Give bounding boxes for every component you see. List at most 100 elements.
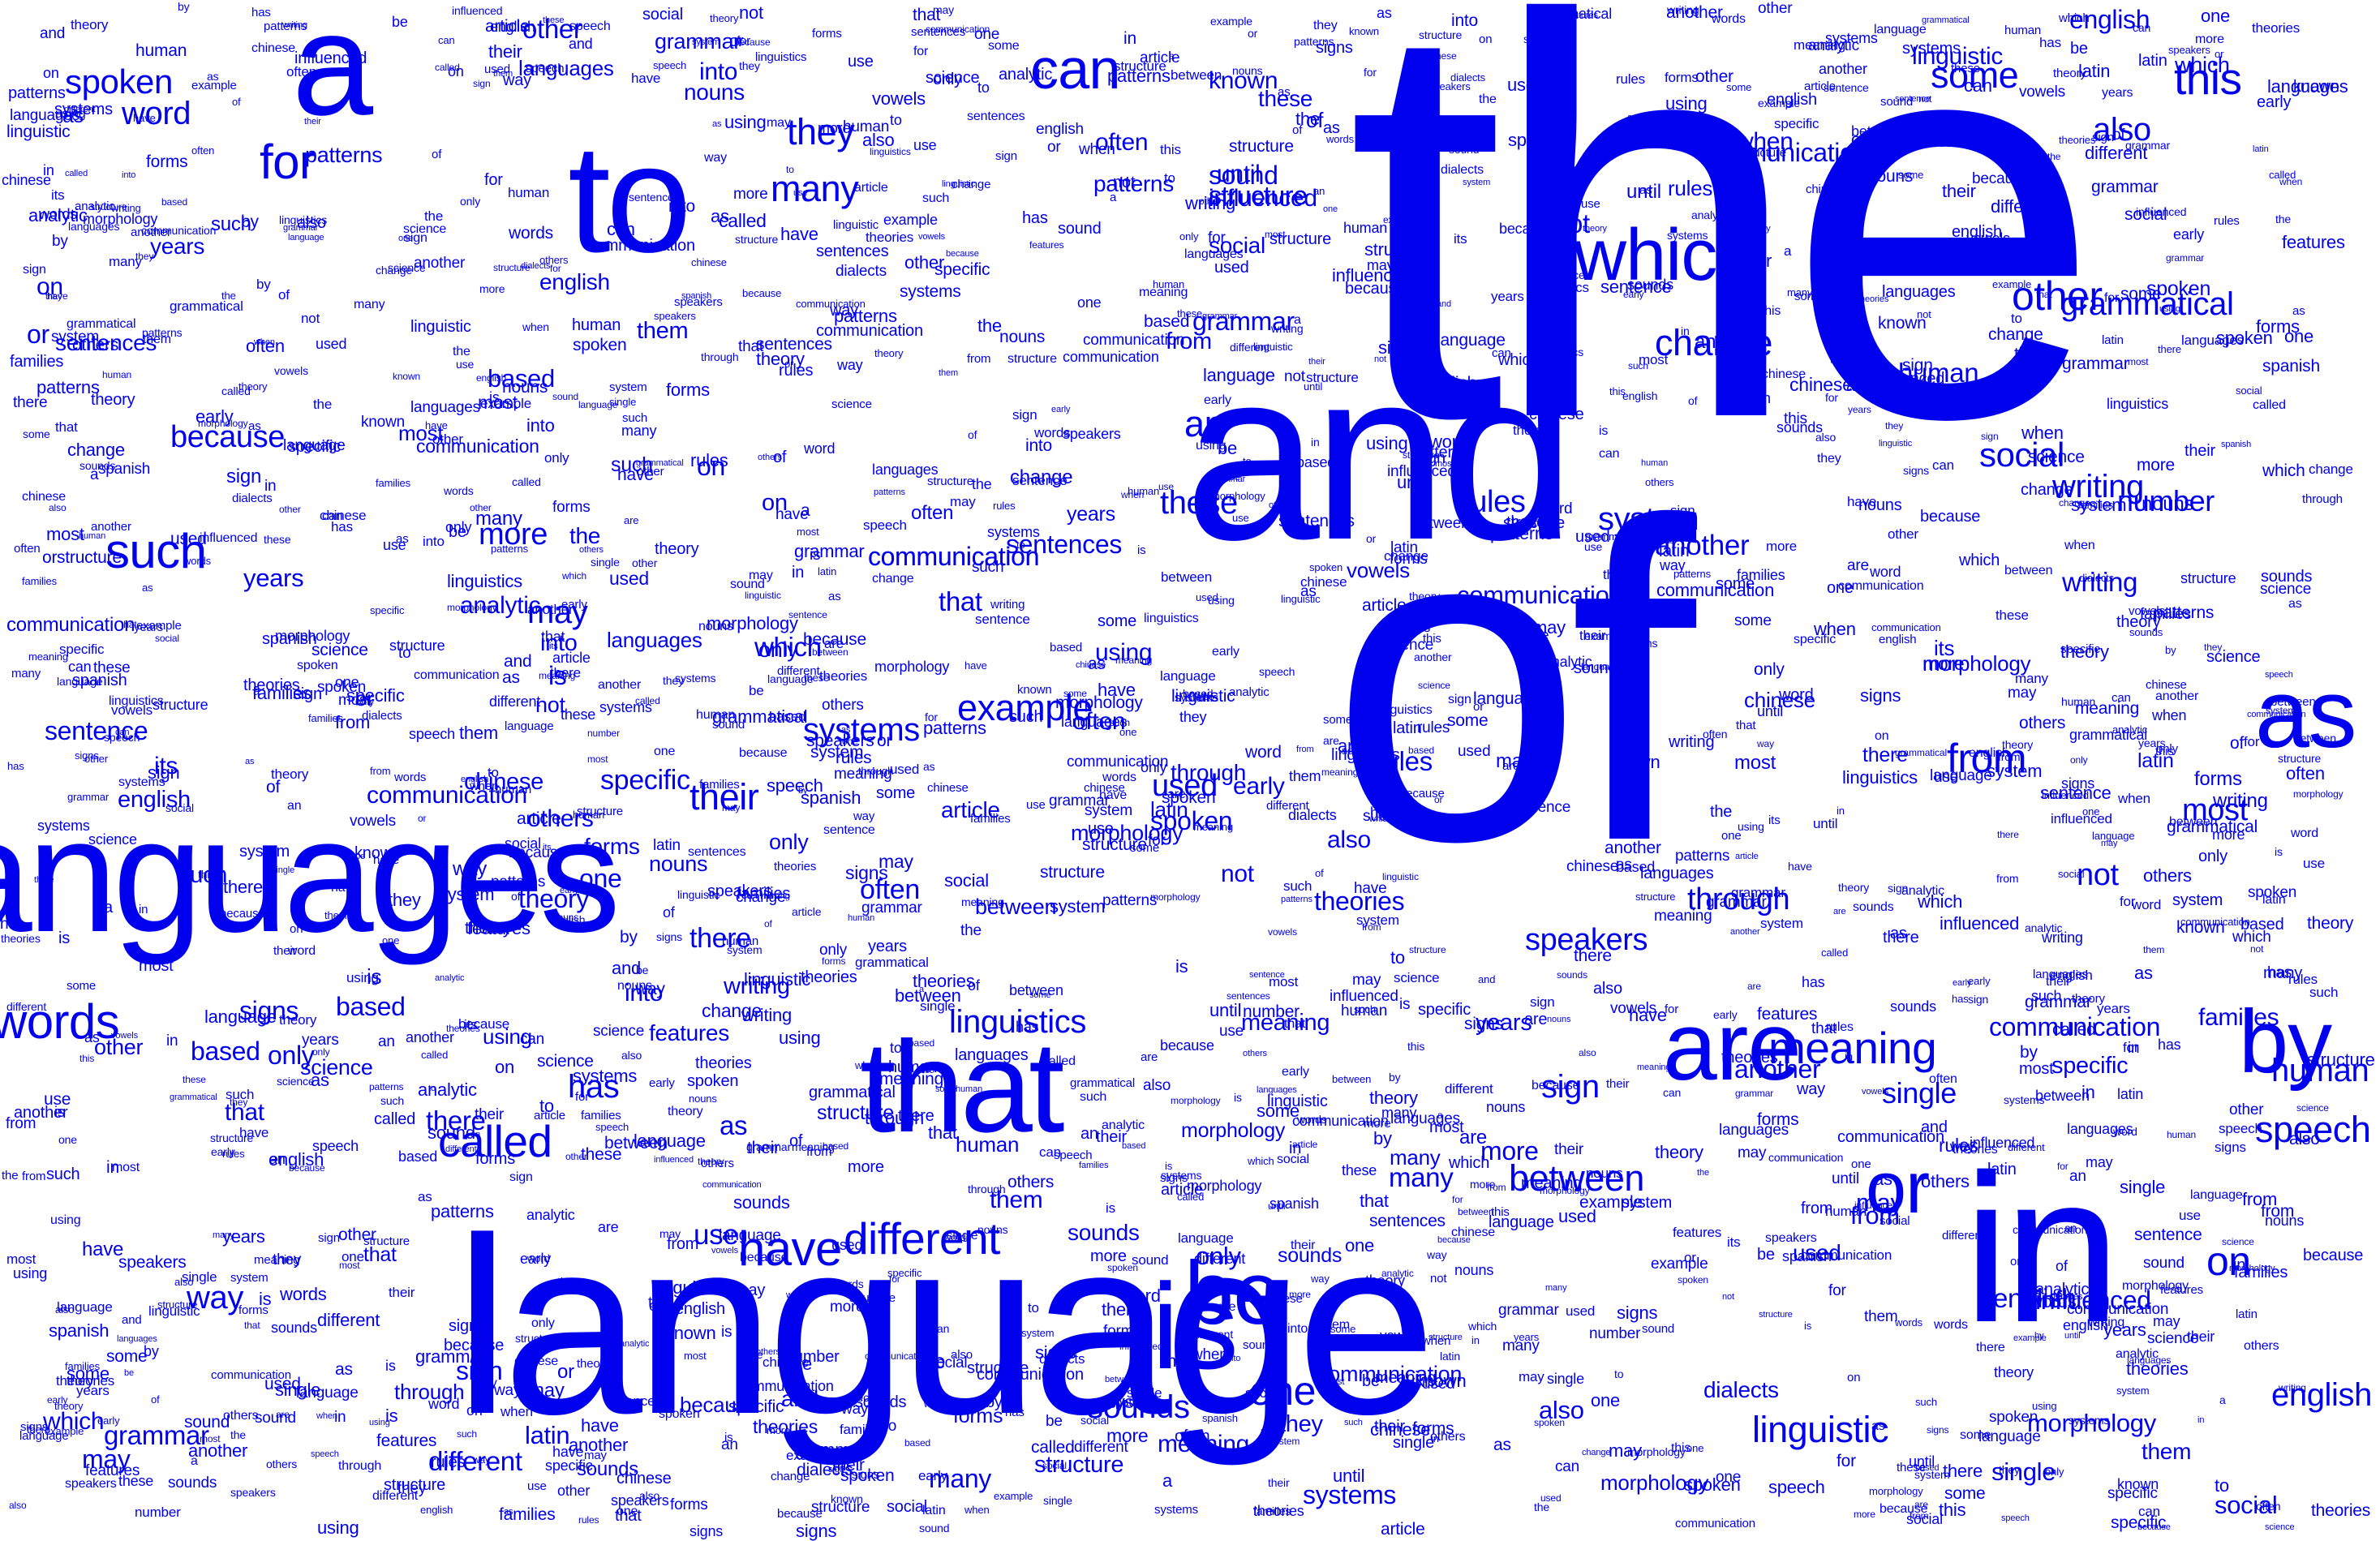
- cloud-word: more: [1289, 1289, 1311, 1300]
- cloud-word: patterns: [1294, 35, 1334, 48]
- cloud-word: science: [388, 261, 426, 274]
- cloud-word: features: [1029, 239, 1064, 251]
- cloud-word: nouns: [502, 378, 548, 397]
- cloud-word: one: [342, 1249, 364, 1264]
- cloud-word: in: [792, 564, 805, 582]
- cloud-word: rules: [2214, 214, 2240, 228]
- cloud-word: single: [272, 865, 295, 875]
- cloud-word: when: [254, 337, 275, 347]
- cloud-word: spanish: [1202, 1412, 1238, 1424]
- cloud-word: rules: [1826, 1020, 1854, 1034]
- cloud-word: as: [1990, 119, 2000, 129]
- cloud-word: using: [317, 1517, 359, 1538]
- cloud-word: forms: [1412, 1419, 1454, 1438]
- cloud-word: system: [2116, 1384, 2150, 1397]
- cloud-word: different: [1942, 1229, 1985, 1243]
- cloud-word: specific: [370, 604, 405, 616]
- cloud-word-on: on: [2206, 1238, 2251, 1284]
- cloud-word: linguistics: [1377, 703, 1433, 717]
- cloud-word: meaning: [539, 670, 576, 681]
- cloud-word: on: [697, 452, 725, 481]
- cloud-word: early: [1968, 975, 1991, 987]
- cloud-word: their: [2046, 975, 2071, 989]
- cloud-word: human: [696, 708, 736, 722]
- cloud-word: that: [1811, 1020, 1837, 1037]
- cloud-word: theory: [2072, 992, 2105, 1006]
- cloud-word-meaning: meaning: [1768, 1023, 1937, 1073]
- cloud-word: or: [1684, 1250, 1696, 1265]
- cloud-word: linguistics: [655, 1277, 731, 1298]
- cloud-word: sentence: [2040, 783, 2111, 803]
- cloud-word: theory: [2002, 738, 2034, 751]
- cloud-word: many: [929, 1464, 991, 1493]
- cloud-word: until: [2064, 1331, 2081, 1341]
- cloud-word: such: [922, 191, 950, 205]
- cloud-word: linguistics: [1144, 612, 1199, 625]
- cloud-word: spanish: [98, 461, 151, 478]
- cloud-word: families: [737, 885, 791, 903]
- cloud-word-or: or: [1866, 1148, 1930, 1229]
- cloud-word: theory: [756, 349, 805, 369]
- cloud-word: spoken: [659, 1407, 700, 1421]
- cloud-word: in: [334, 1409, 346, 1426]
- cloud-word: such: [1080, 1090, 1107, 1104]
- cloud-word-rules: rules: [1460, 485, 1526, 519]
- cloud-word-as: as: [2255, 659, 2357, 768]
- cloud-word: sound: [1880, 95, 1914, 109]
- cloud-word: of: [1688, 394, 1698, 407]
- cloud-word: chinese: [1762, 367, 1806, 381]
- cloud-word: signs: [796, 1521, 837, 1541]
- cloud-word: between: [1332, 1073, 1372, 1085]
- cloud-word: using: [769, 891, 790, 901]
- cloud-word: communication: [1989, 1012, 2161, 1041]
- cloud-word: sentences: [688, 845, 746, 859]
- cloud-word: used: [1575, 528, 1610, 546]
- cloud-word: may: [950, 494, 976, 509]
- cloud-word: these: [1603, 567, 1636, 582]
- cloud-word: another: [527, 602, 574, 617]
- cloud-word: using: [483, 1024, 532, 1049]
- cloud-word: nouns: [552, 912, 579, 923]
- cloud-word: patterns: [874, 487, 905, 497]
- cloud-word: signs: [845, 862, 888, 883]
- cloud-word: sounds: [1890, 998, 1936, 1015]
- cloud-word: system: [439, 884, 495, 904]
- cloud-word: analytic: [418, 1080, 477, 1100]
- cloud-word: by: [1751, 1055, 1761, 1065]
- cloud-word: communication: [6, 614, 135, 636]
- cloud-word: linguistic: [1267, 1092, 1328, 1110]
- cloud-word: and: [122, 1313, 142, 1327]
- cloud-word: there: [13, 394, 48, 411]
- cloud-word: most: [1734, 752, 1776, 774]
- cloud-word: linguistics: [109, 694, 164, 708]
- cloud-word: english: [1969, 746, 2009, 760]
- cloud-word: speakers: [611, 1492, 669, 1509]
- cloud-word: of: [432, 148, 442, 161]
- cloud-word: sign: [828, 1465, 844, 1474]
- cloud-word: as: [2134, 963, 2153, 983]
- cloud-word: vowels: [1862, 1087, 1888, 1097]
- cloud-word: theory: [324, 909, 354, 921]
- cloud-word: chinese: [2, 172, 51, 188]
- cloud-word: communication: [1063, 349, 1159, 365]
- cloud-word: when: [1121, 489, 1145, 500]
- cloud-word-of: of: [1330, 427, 1695, 935]
- cloud-word: for: [2123, 1040, 2139, 1055]
- cloud-word: specific: [845, 1391, 883, 1404]
- cloud-word: chinese: [1789, 374, 1853, 395]
- cloud-word: known: [1017, 683, 1052, 697]
- cloud-word: between: [1851, 123, 1905, 140]
- cloud-word: in: [1123, 29, 1136, 48]
- cloud-word: theory: [2014, 345, 2061, 363]
- cloud-word-linguistics: linguistics: [949, 1004, 1086, 1040]
- cloud-word: an: [2064, 1221, 2077, 1234]
- cloud-word: an: [1313, 185, 1325, 197]
- cloud-word: meaning: [879, 1070, 944, 1088]
- cloud-word: its: [51, 187, 65, 203]
- cloud-word: on: [37, 273, 63, 300]
- cloud-word: sound: [1058, 220, 1102, 238]
- cloud-word: as: [396, 532, 409, 546]
- cloud-word: word: [428, 1396, 460, 1412]
- cloud-word: may: [1544, 26, 1572, 42]
- cloud-word: structure: [493, 262, 531, 273]
